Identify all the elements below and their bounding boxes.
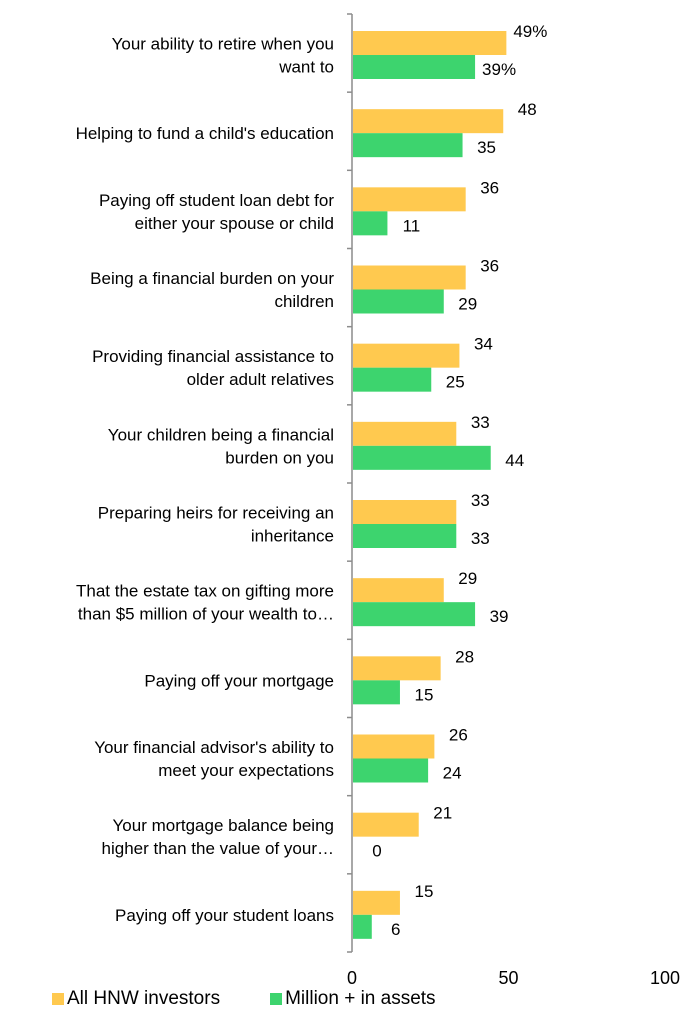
legend: All HNW investors Million + in assets — [52, 985, 486, 1013]
bar-all-hnw-investors — [353, 265, 466, 290]
category-label-line: Paying off your mortgage — [144, 671, 334, 690]
bar-million-in-assets — [353, 289, 444, 314]
bar-all-hnw-investors — [353, 187, 466, 212]
category-label-10: Your financial advisor's ability to meet … — [94, 738, 334, 780]
x-tick-label: 50 — [498, 968, 518, 988]
data-label-all-hnw-investors: 33 — [471, 491, 490, 510]
bar-all-hnw-investors — [353, 656, 441, 681]
bar-million-in-assets — [353, 445, 491, 470]
data-label-million-in-assets: 29 — [458, 295, 477, 314]
bar-million-in-assets — [353, 914, 372, 939]
category-label-line: higher than the value of your… — [102, 839, 334, 858]
legend-swatch-all-hnw — [52, 993, 64, 1005]
data-label-million-in-assets: 15 — [414, 685, 433, 704]
bar-million-in-assets — [353, 367, 432, 392]
category-label-line: Your mortgage balance being — [113, 816, 334, 835]
data-label-all-hnw-investors: 29 — [458, 569, 477, 588]
category-label-12: Paying off your student loans — [115, 906, 334, 925]
bar-all-hnw-investors — [353, 109, 504, 134]
bar-all-hnw-investors — [353, 734, 435, 759]
data-label-all-hnw-investors: 34 — [474, 335, 493, 354]
data-label-all-hnw-investors: 36 — [480, 178, 499, 197]
category-label-6: Your children being a financial burden on… — [108, 425, 334, 467]
bar-million-in-assets — [353, 602, 476, 627]
category-label-7: Preparing heirs for receiving an inherita… — [98, 504, 334, 546]
category-label-line: Providing financial assistance to — [92, 347, 334, 366]
category-label-2: Helping to fund a child's education — [76, 124, 334, 143]
x-tick-label: 100 — [650, 968, 680, 988]
category-labels: Your ability to retire when you want to He… — [76, 35, 335, 925]
bar-all-hnw-investors — [353, 31, 507, 55]
bar-all-hnw-investors — [353, 890, 400, 915]
bar-group — [353, 31, 507, 939]
legend-swatch-million-plus — [270, 993, 283, 1005]
category-label-line: meet your expectations — [158, 761, 334, 780]
category-label-line: Paying off student loan debt for — [99, 191, 334, 210]
category-label-line: than $5 million of your wealth to… — [78, 605, 334, 624]
data-label-all-hnw-investors: 26 — [449, 726, 468, 745]
category-axis — [347, 13, 353, 953]
category-label-line: burden on you — [225, 448, 334, 467]
x-tick-label: 0 — [347, 968, 357, 988]
data-label-million-in-assets: 39% — [482, 60, 516, 79]
data-label-all-hnw-investors: 49% — [513, 22, 547, 41]
category-label-line: Helping to fund a child's education — [76, 124, 334, 143]
bar-all-hnw-investors — [353, 421, 457, 446]
x-axis-tick-labels: 0 50 100 — [347, 968, 680, 988]
category-label-11: Your mortgage balance being higher than t… — [102, 816, 334, 858]
bar-all-hnw-investors — [353, 500, 457, 524]
legend-item-all-hnw: All HNW investors — [52, 988, 220, 1010]
data-label-million-in-assets: 39 — [490, 607, 509, 626]
bar-million-in-assets — [353, 133, 463, 158]
category-label-8: That the estate tax on gifting more than … — [76, 582, 334, 624]
data-label-million-in-assets: 35 — [477, 138, 496, 157]
bar-million-in-assets — [353, 524, 457, 548]
category-label-line: Paying off your student loans — [115, 906, 334, 925]
bar-million-in-assets — [353, 680, 400, 705]
bar-million-in-assets — [353, 211, 388, 236]
data-label-million-in-assets: 25 — [446, 373, 465, 392]
data-label-million-in-assets: 24 — [443, 764, 462, 783]
category-label-line: either your spouse or child — [135, 214, 334, 233]
data-label-all-hnw-investors: 21 — [433, 804, 452, 823]
bar-million-in-assets — [353, 55, 476, 79]
category-label-line: That the estate tax on gifting more — [76, 582, 334, 601]
category-label-9: Paying off your mortgage — [144, 671, 334, 690]
bar-million-in-assets — [353, 758, 429, 783]
data-label-million-in-assets: 44 — [505, 451, 524, 470]
data-label-all-hnw-investors: 33 — [471, 413, 490, 432]
data-labels: 49%39%4835361136293425334433332939281526… — [372, 22, 547, 939]
data-label-million-in-assets: 0 — [372, 842, 381, 861]
data-label-million-in-assets: 6 — [391, 920, 400, 939]
data-label-all-hnw-investors: 36 — [480, 257, 499, 276]
category-label-line: inheritance — [251, 527, 334, 546]
category-label-line: Being a financial burden on your — [90, 269, 334, 288]
category-label-line: want to — [278, 58, 334, 77]
legend-label-million-plus: Million + in assets — [285, 988, 436, 1009]
legend-item-million-plus: Million + in assets — [270, 988, 436, 1010]
category-label-line: children — [274, 292, 334, 311]
bar-all-hnw-investors — [353, 578, 444, 603]
bar-all-hnw-investors — [353, 812, 419, 837]
category-label-4: Being a financial burden on your children — [90, 269, 334, 311]
category-label-line: Your financial advisor's ability to — [94, 738, 334, 757]
category-label-3: Paying off student loan debt for either y… — [99, 191, 334, 233]
category-label-line: Your children being a financial — [108, 425, 334, 444]
category-label-line: Preparing heirs for receiving an — [98, 504, 334, 523]
category-label-1: Your ability to retire when you want to — [112, 35, 334, 77]
category-label-line: older adult relatives — [187, 370, 334, 389]
category-label-line: Your ability to retire when you — [112, 35, 334, 54]
legend-label-all-hnw: All HNW investors — [67, 988, 221, 1009]
data-label-all-hnw-investors: 15 — [414, 882, 433, 901]
bar-all-hnw-investors — [353, 343, 460, 368]
data-label-all-hnw-investors: 48 — [518, 100, 537, 119]
data-label-all-hnw-investors: 28 — [455, 647, 474, 666]
data-label-million-in-assets: 11 — [403, 216, 421, 235]
data-label-million-in-assets: 33 — [471, 529, 490, 548]
category-label-5: Providing financial assistance to older a… — [92, 347, 334, 389]
